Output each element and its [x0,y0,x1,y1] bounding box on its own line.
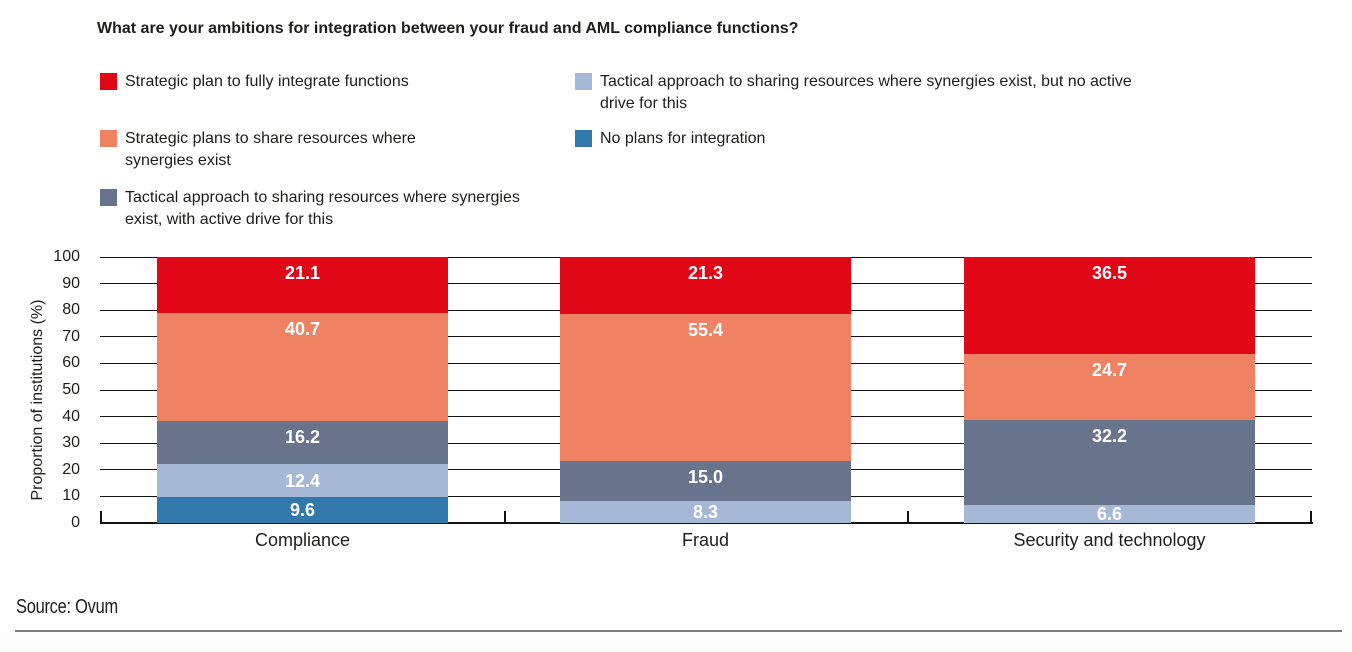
y-tick-label: 80 [62,301,80,319]
bar-value-label: 15.0 [687,467,724,488]
bar-segment: 15.0 [560,461,851,501]
y-tick-label: 50 [62,381,80,398]
y-tick-label: 0 [71,514,80,531]
bar-segment: 32.2 [964,419,1255,506]
x-axis-tick [504,511,506,523]
y-tick-label: 20 [62,460,80,478]
bar-segment: 8.3 [560,500,851,523]
legend-swatch-icon [100,73,117,90]
legend-label: Tactical approach to sharing resources w… [125,189,520,228]
legend-swatch-icon [100,130,117,147]
legend-label: Tactical approach to sharing resources w… [600,73,1132,112]
y-tick-label: 40 [62,407,80,425]
bar-segment: 21.1 [157,257,448,314]
bar-segment: 16.2 [157,421,448,465]
bar-segment: 40.7 [157,313,448,422]
legend-swatch-icon [575,130,592,147]
bar-segment: 55.4 [560,313,851,462]
legend-swatch-icon [575,73,592,90]
bar-segment: 6.6 [964,505,1255,523]
y-tick-label: 100 [53,248,80,265]
legend-item: Strategic plan to fully integrate functi… [100,71,409,93]
bar-value-label: 21.1 [284,263,321,283]
y-tick-label: 70 [62,327,80,345]
y-tick-label: 30 [62,434,80,452]
bar-segment: 9.6 [157,497,448,523]
bar-value-label: 9.6 [289,500,316,521]
y-tick-label: 90 [62,274,80,292]
bar-value-label: 16.2 [284,427,321,448]
legend-item: Strategic plans to share resources where… [100,128,435,172]
bar-value-label: 24.7 [1091,360,1128,381]
x-axis-tick [100,511,102,523]
bar-segment: 36.5 [964,257,1255,355]
source-note: Source: Ovum [16,596,118,618]
x-axis-tick [1310,511,1312,523]
y-tick-label: 10 [62,487,80,505]
legend-label: Strategic plans to share resources where… [125,130,416,169]
bar-value-label: 21.3 [687,263,724,283]
category-label: Fraud [681,530,730,550]
legend-item: Tactical approach to sharing resources w… [100,187,525,231]
legend-item: Tactical approach to sharing resources w… [575,71,1160,115]
bar-segment: 24.7 [964,354,1255,420]
bar-value-label: 32.2 [1091,425,1128,446]
legend-swatch-icon [100,189,117,206]
bar-segment: 12.4 [157,464,448,498]
bar-value-label: 8.3 [692,501,719,522]
bar-segment: 21.3 [560,257,851,314]
x-axis-line [100,522,1313,524]
bar-value-label: 12.4 [284,470,321,491]
bar-value-label: 36.5 [1091,263,1128,283]
category-label: Compliance [254,530,351,550]
footer-strip [0,632,1352,652]
legend-item: No plans for integration [575,128,765,150]
category-label: Security and technology [1013,530,1206,550]
chart-title: What are your ambitions for integration … [97,20,799,37]
bar-value-label: 40.7 [284,319,321,340]
legend-label: No plans for integration [600,130,766,147]
bar-value-label: 6.6 [1096,504,1123,525]
footer-divider [15,630,1342,632]
bar-value-label: 55.4 [687,319,724,340]
legend-label: Strategic plan to fully integrate functi… [125,73,409,90]
y-tick-label: 60 [62,354,80,372]
x-axis-tick [907,511,909,523]
